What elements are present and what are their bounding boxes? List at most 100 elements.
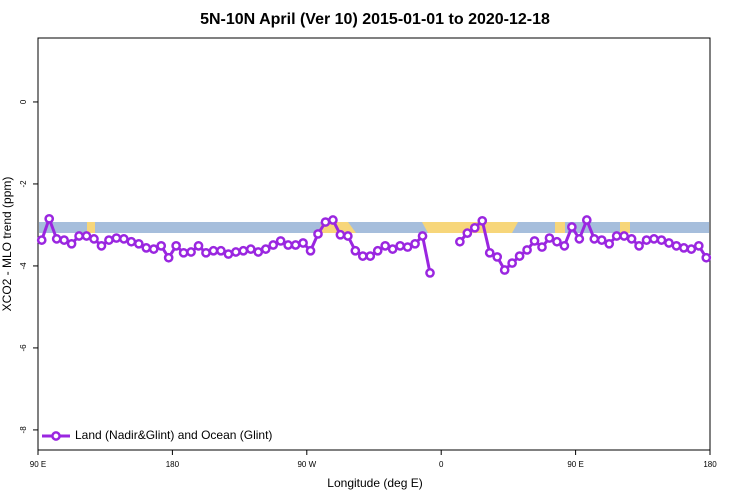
data-point	[223, 249, 234, 259]
data-point	[537, 242, 547, 252]
land	[620, 222, 630, 233]
data-point	[477, 215, 488, 226]
y-tick-label: -8	[19, 426, 28, 434]
data-point	[156, 240, 167, 251]
data-point	[238, 245, 249, 256]
data-point	[36, 235, 47, 245]
data-point	[589, 234, 600, 244]
data-point	[305, 245, 316, 256]
data-point	[96, 240, 107, 251]
data-point	[111, 233, 122, 243]
data-point	[387, 244, 398, 254]
x-tick-label: 180	[703, 460, 717, 469]
data-point	[253, 247, 264, 257]
land	[87, 222, 95, 233]
data-point	[59, 235, 69, 245]
data-point	[66, 238, 77, 249]
data-point	[260, 244, 271, 254]
data-point	[216, 245, 226, 256]
x-tick-label: 180	[166, 460, 180, 469]
data-point	[410, 238, 420, 249]
data-point	[372, 245, 383, 256]
data-point	[522, 245, 532, 255]
chart-title: 5N-10N April (Ver 10) 2015-01-01 to 2020…	[200, 11, 550, 28]
data-point	[178, 247, 189, 258]
data-point	[462, 228, 473, 238]
data-point	[171, 240, 181, 251]
data-point	[283, 240, 293, 250]
data-point	[664, 238, 674, 248]
y-tick-label: -6	[19, 344, 28, 352]
data-point	[626, 234, 637, 244]
data-point	[357, 251, 368, 261]
data-point	[552, 236, 562, 247]
data-point	[133, 238, 144, 249]
data-point	[208, 245, 219, 256]
data-point	[469, 222, 480, 233]
data-point	[567, 222, 577, 232]
data-point	[641, 235, 652, 245]
data-point	[350, 245, 361, 256]
land-ocean-strip	[39, 222, 709, 233]
data-point	[275, 236, 286, 246]
ocean	[39, 222, 709, 233]
data-point	[268, 240, 279, 250]
data-point	[693, 240, 704, 251]
data-point	[343, 231, 353, 241]
x-tick-label: 90 E	[30, 460, 46, 469]
data-point	[51, 234, 62, 244]
data-point	[611, 231, 622, 241]
data-point	[44, 213, 55, 224]
data-point	[686, 244, 697, 254]
data-point	[328, 215, 338, 225]
data-point	[604, 238, 615, 249]
data-point	[141, 243, 152, 253]
data-point	[417, 231, 428, 241]
data-point	[89, 234, 99, 244]
data-point	[201, 247, 211, 258]
data-point	[499, 265, 510, 275]
data-point	[514, 251, 525, 261]
legend-label: Land (Nadir&Glint) and Ocean (Glint)	[75, 428, 272, 442]
x-axis-label: Longitude (deg E)	[327, 476, 422, 490]
data-point	[455, 236, 465, 247]
data-point	[313, 229, 323, 239]
data-point	[395, 240, 405, 251]
data-point	[380, 240, 391, 251]
data-point	[574, 234, 585, 244]
legend-marker	[51, 431, 61, 441]
data-point	[335, 229, 346, 240]
y-tick-label: -4	[19, 262, 28, 270]
data-point	[559, 240, 570, 251]
data-point	[701, 252, 712, 263]
land	[555, 222, 565, 233]
data-point	[425, 268, 435, 278]
data-point	[649, 234, 659, 244]
data-point	[104, 235, 114, 245]
data-point	[529, 236, 540, 246]
y-axis-label: XCO2 - MLO trend (ppm)	[0, 177, 14, 312]
data-point	[484, 247, 495, 258]
x-tick-label: 90 W	[297, 460, 316, 469]
data-point	[119, 234, 129, 244]
data-point	[74, 231, 84, 241]
data-point	[163, 252, 174, 263]
data-point	[365, 251, 376, 261]
x-tick-label: 90 E	[567, 460, 583, 469]
data-point	[507, 258, 517, 268]
data-point	[581, 215, 592, 225]
data-point	[619, 231, 629, 241]
data-point	[544, 233, 555, 243]
data-point	[126, 236, 137, 247]
data-point	[596, 235, 607, 245]
data-point	[290, 240, 301, 250]
data-point	[298, 238, 308, 248]
data-point	[679, 243, 689, 253]
data-point	[81, 231, 92, 241]
data-point	[320, 217, 331, 227]
plot-frame	[37, 37, 711, 451]
data-point	[671, 240, 682, 251]
data-point	[402, 242, 413, 252]
data-point	[634, 240, 644, 251]
